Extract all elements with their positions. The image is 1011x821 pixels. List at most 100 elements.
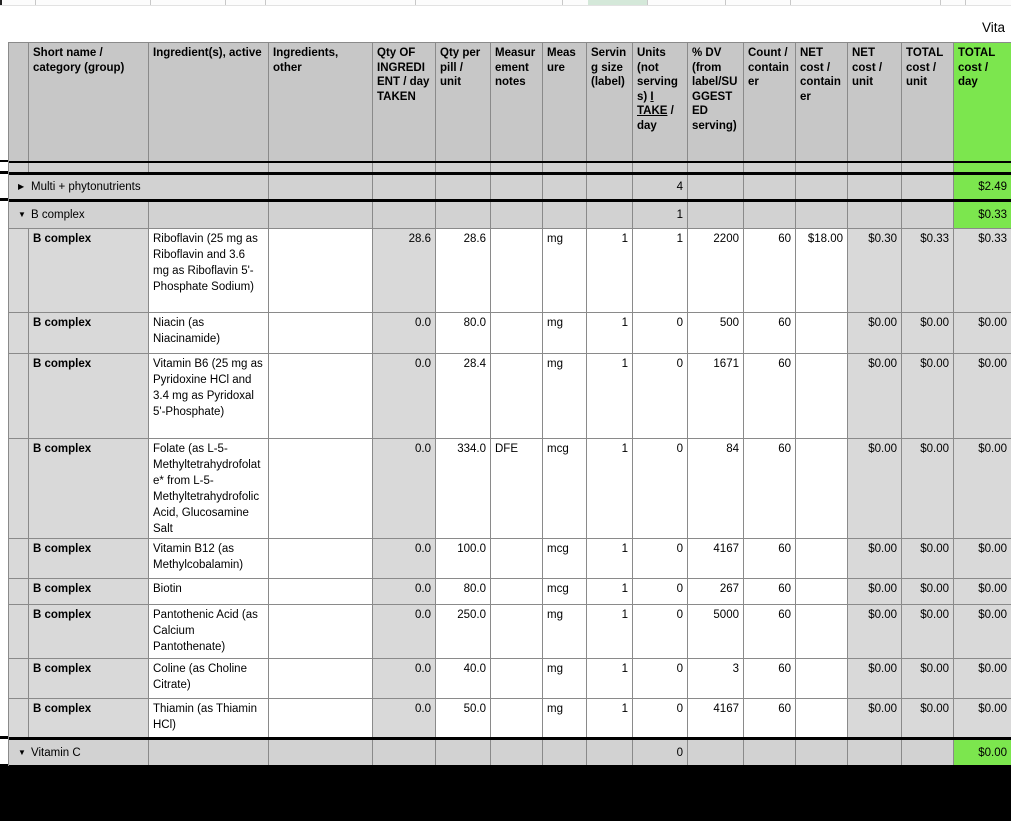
cell-qty-per-day[interactable]: 0.0 (373, 579, 436, 604)
cell-row-control[interactable] (9, 539, 29, 578)
cell-category[interactable] (29, 163, 149, 172)
cell-net-cost-per-container[interactable] (796, 539, 848, 578)
cell-ingredient-active[interactable]: Coline (as Choline Citrate) (149, 659, 269, 698)
cell-total-cost-per-day[interactable]: $0.00 (954, 699, 1011, 737)
cell-total-cost-per-day[interactable]: $0.00 (954, 605, 1011, 658)
cell-total-cost-per-unit[interactable] (902, 202, 954, 228)
cell-qty-per-day[interactable]: 0.0 (373, 354, 436, 438)
cell-qty-per-unit[interactable]: 40.0 (436, 659, 491, 698)
cell-measurement-notes[interactable] (491, 699, 543, 737)
cell-count-per-container[interactable]: 60 (744, 439, 796, 538)
cell-ingredients-other[interactable] (269, 229, 373, 312)
cell-qty-per-unit[interactable]: 250.0 (436, 605, 491, 658)
cell-qty-per-day[interactable] (373, 740, 436, 765)
cell-net-cost-per-container[interactable] (796, 605, 848, 658)
cell-ingredient-active[interactable]: Folate (as L-5-Methyltetrahydrofolate* f… (149, 439, 269, 538)
cell-percent-dv[interactable] (688, 163, 744, 172)
cell-count-per-container[interactable] (744, 740, 796, 765)
cell-total-cost-per-unit[interactable]: $0.00 (902, 439, 954, 538)
cell-measure[interactable]: mg (543, 313, 587, 353)
cell-units-per-day[interactable]: 4 (633, 175, 688, 199)
cell-qty-per-unit[interactable]: 50.0 (436, 699, 491, 737)
cell-row-control[interactable] (9, 163, 29, 172)
cell-ingredient-active[interactable]: Niacin (as Niacinamide) (149, 313, 269, 353)
cell-net-cost-per-unit[interactable]: $0.00 (848, 313, 902, 353)
header-measure[interactable]: Measure (543, 43, 587, 161)
cell-serving-size[interactable] (587, 740, 633, 765)
cell-ingredient-active[interactable]: Vitamin B6 (25 mg as Pyridoxine HCl and … (149, 354, 269, 438)
cell-qty-per-day[interactable] (373, 163, 436, 172)
cell-percent-dv[interactable]: 84 (688, 439, 744, 538)
header-units-i-take[interactable]: Units (not servings) I TAKE / day (633, 43, 688, 161)
cell-qty-per-day[interactable] (373, 202, 436, 228)
cell-net-cost-per-container[interactable] (796, 579, 848, 604)
cell-units-per-day[interactable]: 0 (633, 659, 688, 698)
cell-total-cost-per-day[interactable]: $0.00 (954, 539, 1011, 578)
cell-qty-per-unit[interactable]: 334.0 (436, 439, 491, 538)
cell-serving-size[interactable]: 1 (587, 229, 633, 312)
cell-serving-size[interactable]: 1 (587, 439, 633, 538)
cell-net-cost-per-unit[interactable] (848, 740, 902, 765)
cell-net-cost-per-container[interactable] (796, 699, 848, 737)
cell-total-cost-per-unit[interactable]: $0.00 (902, 699, 954, 737)
cell-net-cost-per-container[interactable] (796, 202, 848, 228)
cell-measurement-notes[interactable] (491, 229, 543, 312)
cell-count-per-container[interactable]: 60 (744, 659, 796, 698)
cell-units-per-day[interactable]: 0 (633, 354, 688, 438)
cell-net-cost-per-unit[interactable] (848, 202, 902, 228)
cell-qty-per-day[interactable]: 0.0 (373, 439, 436, 538)
cell-percent-dv[interactable]: 267 (688, 579, 744, 604)
cell-net-cost-per-unit[interactable]: $0.00 (848, 605, 902, 658)
cell-units-per-day[interactable] (633, 163, 688, 172)
cell-ingredients-other[interactable] (269, 354, 373, 438)
cell-units-per-day[interactable]: 1 (633, 229, 688, 312)
cell-measurement-notes[interactable] (491, 659, 543, 698)
cell-qty-per-day[interactable]: 0.0 (373, 699, 436, 737)
cell-qty-per-unit[interactable] (436, 163, 491, 172)
cell-ingredient-active[interactable] (149, 163, 269, 172)
cell-ingredients-other[interactable] (269, 539, 373, 578)
cell-percent-dv[interactable] (688, 202, 744, 228)
cell-units-per-day[interactable]: 0 (633, 439, 688, 538)
cell-percent-dv[interactable]: 2200 (688, 229, 744, 312)
header-total-cost-per-unit[interactable]: TOTAL cost / unit (902, 43, 954, 161)
group-expanded-icon[interactable]: ▼ (18, 210, 26, 219)
header-short-name[interactable]: Short name / category (group) (29, 43, 149, 161)
cell-percent-dv[interactable] (688, 740, 744, 765)
header-qty-per-unit[interactable]: Qty per pill / unit (436, 43, 491, 161)
cell-category[interactable]: B complex (29, 605, 149, 658)
cell-measure[interactable]: mg (543, 354, 587, 438)
cell-units-per-day[interactable]: 0 (633, 740, 688, 765)
cell-category[interactable]: B complex (29, 313, 149, 353)
cell-row-control[interactable] (9, 229, 29, 312)
cell-percent-dv[interactable]: 3 (688, 659, 744, 698)
cell-qty-per-unit[interactable] (436, 202, 491, 228)
cell-total-cost-per-day[interactable]: $0.00 (954, 313, 1011, 353)
cell-ingredient-active[interactable]: Thiamin (as Thiamin HCl) (149, 699, 269, 737)
cell-serving-size[interactable]: 1 (587, 539, 633, 578)
cell-net-cost-per-unit[interactable] (848, 175, 902, 199)
cell-serving-size[interactable]: 1 (587, 699, 633, 737)
cell-net-cost-per-container[interactable] (796, 439, 848, 538)
cell-ingredients-other[interactable] (269, 313, 373, 353)
cell-qty-per-unit[interactable] (436, 175, 491, 199)
cell-measurement-notes[interactable] (491, 163, 543, 172)
cell-qty-per-unit[interactable] (436, 740, 491, 765)
cell-net-cost-per-unit[interactable]: $0.00 (848, 439, 902, 538)
cell-measure[interactable]: mcg (543, 439, 587, 538)
cell-measurement-notes[interactable]: DFE (491, 439, 543, 538)
cell-total-cost-per-day[interactable]: $0.00 (954, 659, 1011, 698)
cell-total-cost-per-day[interactable]: $0.33 (954, 202, 1011, 228)
cell-percent-dv[interactable]: 4167 (688, 699, 744, 737)
header-ingredients-other[interactable]: Ingredients, other (269, 43, 373, 161)
cell-count-per-container[interactable] (744, 163, 796, 172)
cell-units-per-day[interactable]: 0 (633, 605, 688, 658)
cell-units-per-day[interactable]: 0 (633, 699, 688, 737)
cell-measurement-notes[interactable] (491, 605, 543, 658)
cell-total-cost-per-unit[interactable] (902, 175, 954, 199)
cell-ingredient-active[interactable] (149, 740, 269, 765)
cell-ingredients-other[interactable] (269, 605, 373, 658)
cell-serving-size[interactable] (587, 202, 633, 228)
cell-total-cost-per-day[interactable]: $0.00 (954, 439, 1011, 538)
header-count-per-container[interactable]: Count / container (744, 43, 796, 161)
